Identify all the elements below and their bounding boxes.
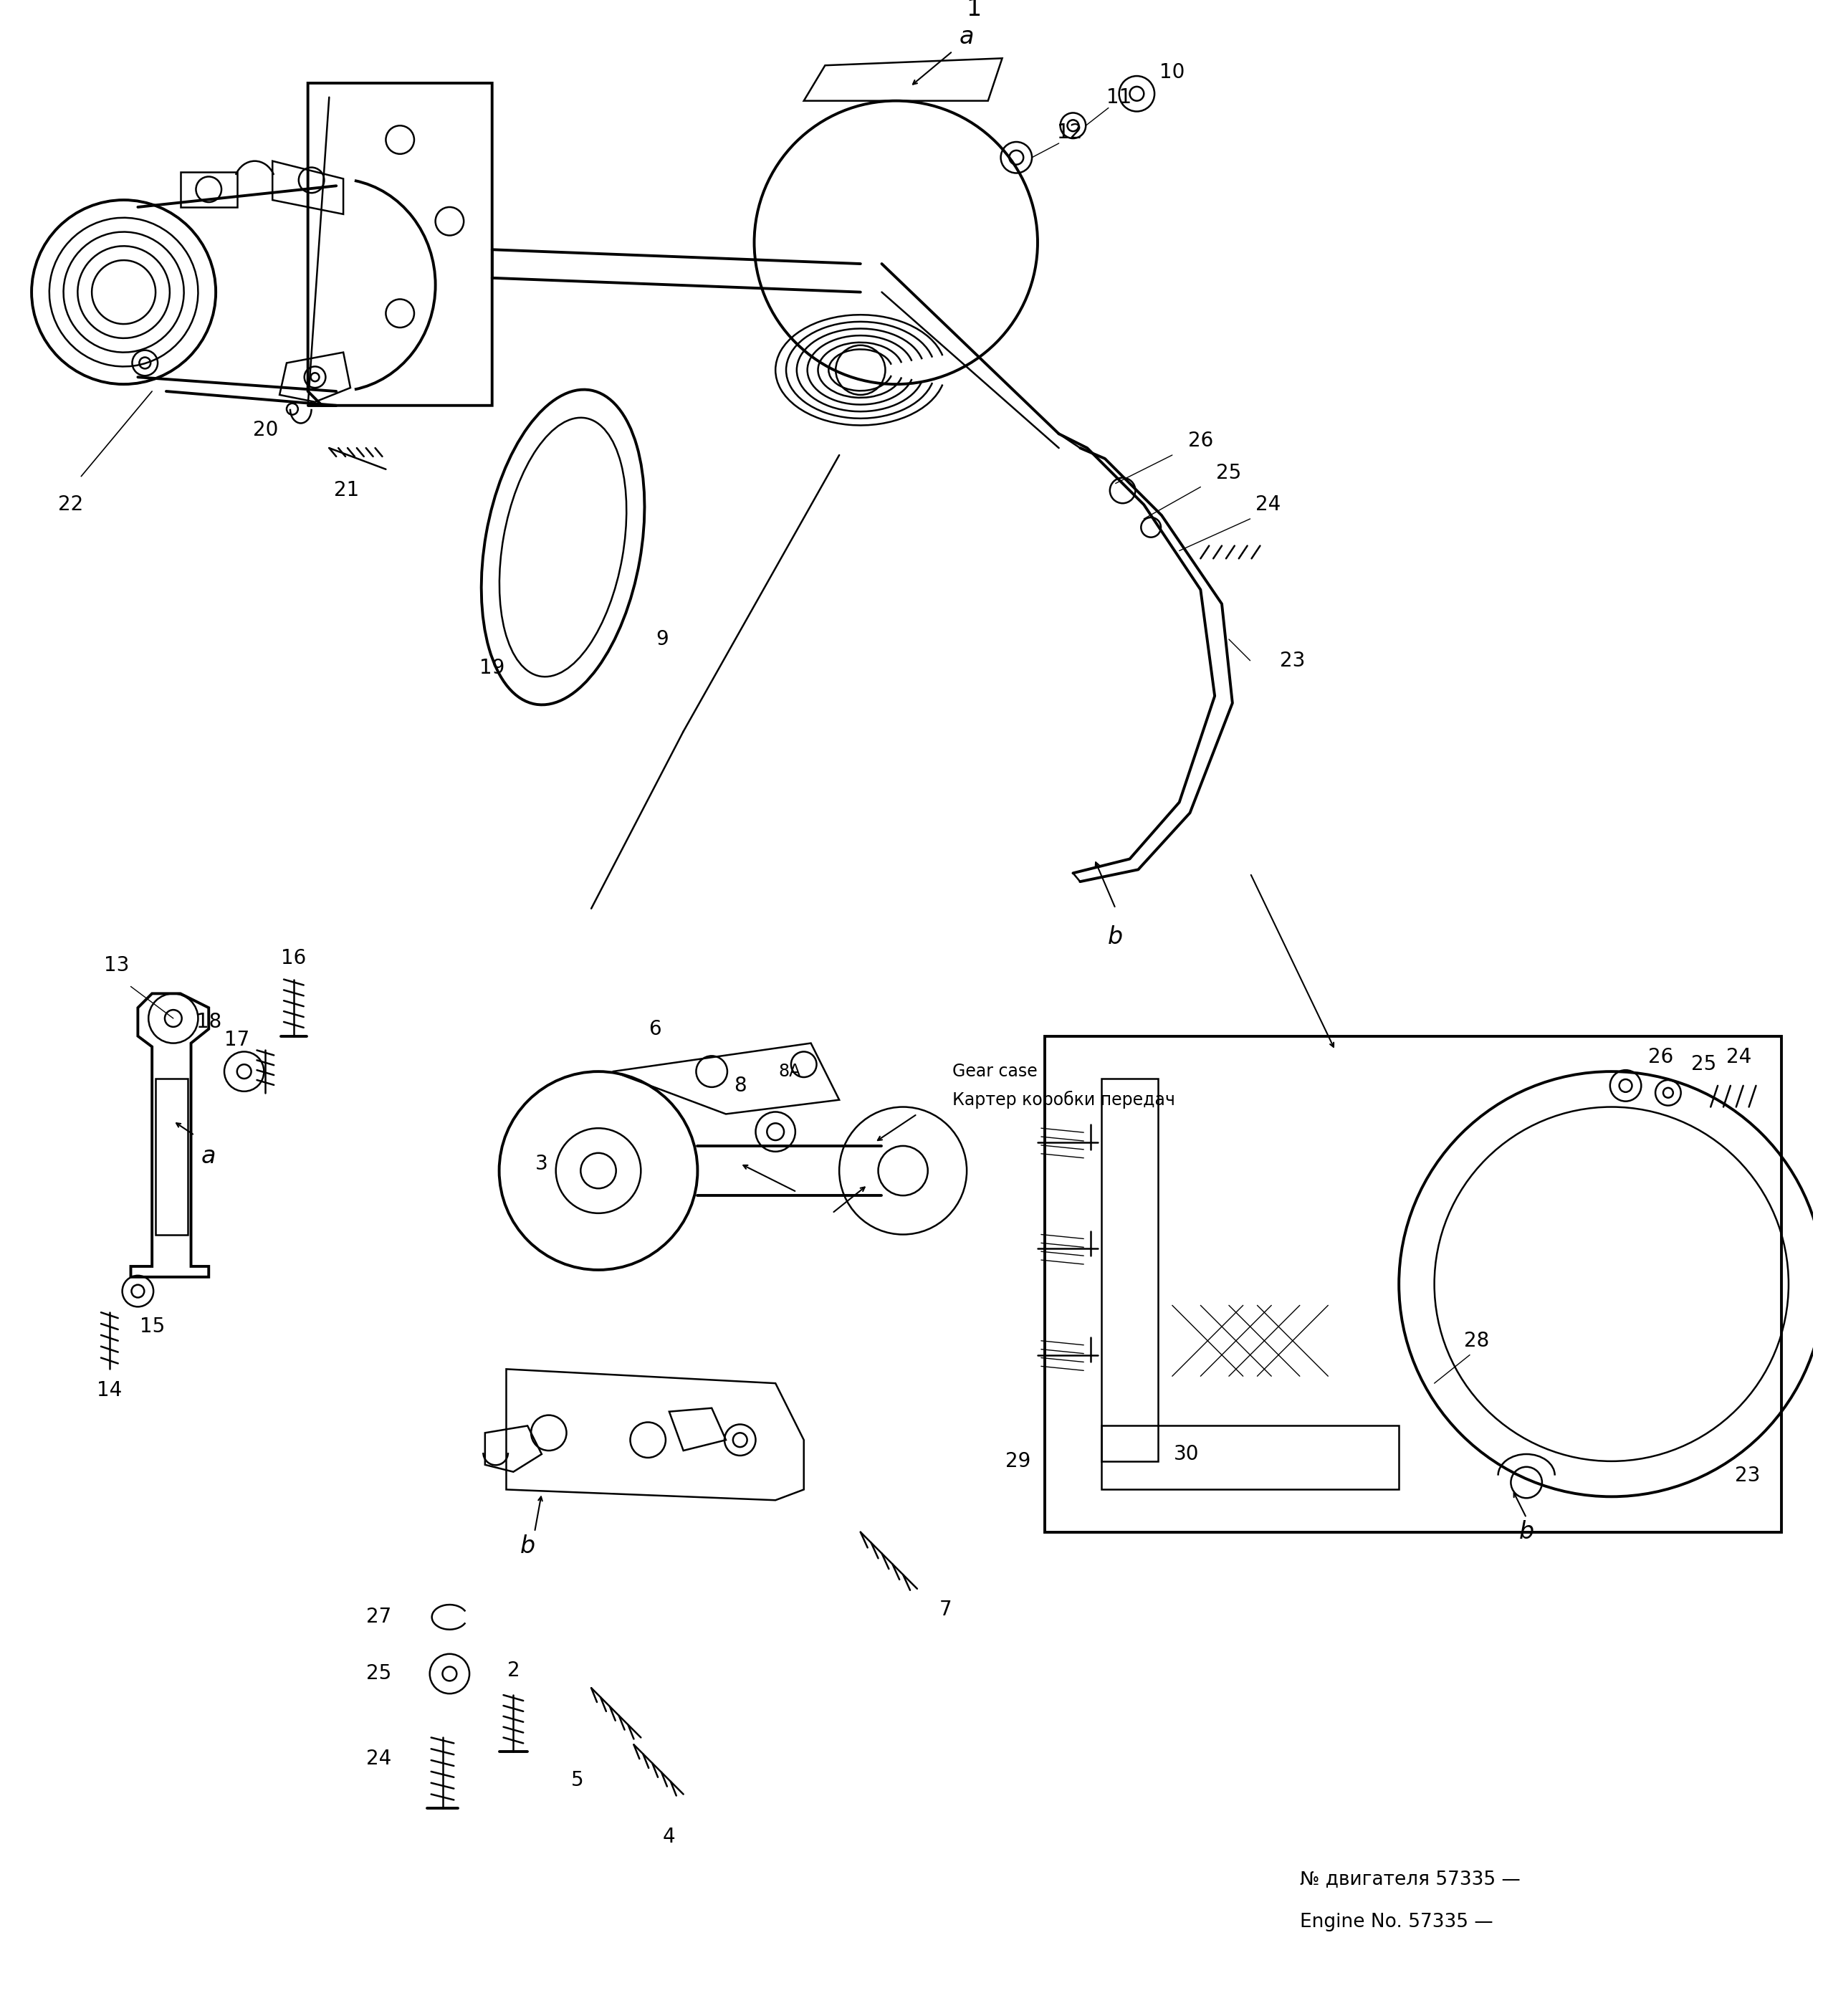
- Text: 10: 10: [1159, 62, 1185, 83]
- Text: 26: 26: [1189, 431, 1212, 452]
- Text: 18: 18: [197, 1012, 221, 1032]
- Text: 17: 17: [224, 1030, 250, 1050]
- Text: 30: 30: [1174, 1443, 1200, 1464]
- Text: 24: 24: [1726, 1046, 1752, 1066]
- Text: 26: 26: [1648, 1046, 1674, 1066]
- Text: 1: 1: [966, 0, 981, 20]
- Text: 29: 29: [1004, 1452, 1030, 1472]
- Text: 13: 13: [104, 956, 129, 976]
- Text: 16: 16: [281, 948, 306, 968]
- Text: 6: 6: [649, 1018, 662, 1038]
- Text: 7: 7: [939, 1601, 952, 1621]
- Text: b: b: [1108, 925, 1123, 950]
- Text: 21: 21: [334, 480, 359, 500]
- Text: 5: 5: [571, 1770, 583, 1790]
- Text: Engine No. 57335 —: Engine No. 57335 —: [1300, 1913, 1493, 1931]
- Text: 20: 20: [253, 419, 279, 439]
- Text: 2: 2: [507, 1661, 520, 1679]
- Text: 9: 9: [656, 629, 669, 649]
- Text: Gear case: Gear case: [953, 1062, 1037, 1081]
- Text: 25: 25: [1216, 464, 1241, 482]
- Text: b: b: [1519, 1520, 1533, 1544]
- Text: a: a: [959, 26, 973, 48]
- Text: 4: 4: [664, 1826, 676, 1847]
- Text: 22: 22: [58, 494, 84, 514]
- Text: 24: 24: [1256, 494, 1280, 514]
- Text: 25: 25: [366, 1663, 392, 1683]
- Text: 28: 28: [1464, 1331, 1489, 1351]
- Text: 11: 11: [1107, 87, 1132, 107]
- Text: 25: 25: [1692, 1054, 1715, 1075]
- Text: № двигателя 57335 —: № двигателя 57335 —: [1300, 1871, 1520, 1889]
- Text: 19: 19: [479, 657, 505, 677]
- Text: b: b: [520, 1534, 536, 1558]
- Text: Картер коробки передач: Картер коробки передач: [953, 1091, 1176, 1109]
- Text: 15: 15: [139, 1316, 164, 1337]
- Text: 8A: 8A: [778, 1062, 800, 1081]
- Text: 12: 12: [1057, 123, 1083, 143]
- Text: 8: 8: [733, 1077, 746, 1097]
- Text: 23: 23: [1735, 1466, 1761, 1486]
- Text: 3: 3: [536, 1153, 549, 1173]
- Text: 14: 14: [97, 1381, 122, 1401]
- Text: 24: 24: [366, 1748, 392, 1768]
- Text: 23: 23: [1280, 651, 1305, 671]
- Text: a: a: [201, 1145, 217, 1169]
- Text: 27: 27: [366, 1607, 392, 1627]
